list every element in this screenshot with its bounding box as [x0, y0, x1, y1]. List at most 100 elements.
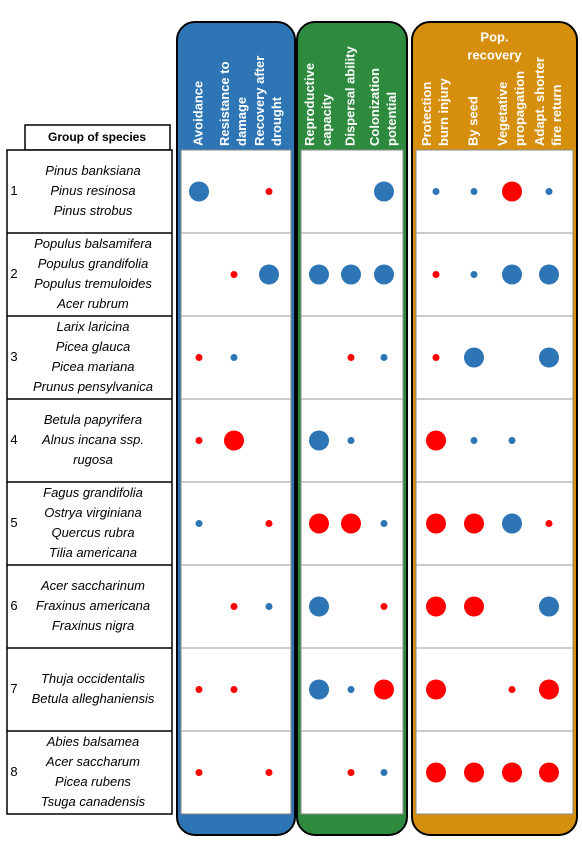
species-name: Pinus resinosa	[50, 183, 135, 198]
dot	[347, 437, 355, 444]
species-name: Picea glauca	[56, 339, 130, 354]
species-name: Ostrya virginiana	[44, 505, 142, 520]
panel-title: recovery	[467, 47, 522, 62]
dot	[470, 437, 478, 444]
species-name: Pinus banksiana	[45, 163, 140, 178]
column-label: Vegetative	[495, 82, 510, 146]
species-name: Populus balsamifera	[34, 236, 152, 251]
dot	[539, 596, 559, 617]
dot	[195, 437, 203, 444]
column-label: Avoidance	[190, 81, 205, 146]
species-name: Betula alleghaniensis	[32, 691, 155, 706]
column-label: potential	[384, 92, 399, 146]
dot	[341, 513, 361, 534]
species-name: Betula papyrifera	[44, 412, 142, 427]
dot	[230, 354, 238, 361]
table-header: Group of species	[48, 130, 146, 144]
species-name: Tilia americana	[49, 545, 137, 560]
species-name: Alnus incana ssp.	[41, 432, 144, 447]
species-name: Tsuga canadensis	[41, 794, 146, 809]
dot	[464, 347, 484, 368]
species-name: rugosa	[73, 452, 113, 467]
group-number: 2	[10, 266, 17, 281]
dot	[230, 271, 238, 278]
group-number: 6	[10, 598, 17, 613]
column-label: Recovery after	[252, 56, 267, 146]
dot	[265, 188, 273, 195]
species-name: Abies balsamea	[46, 734, 140, 749]
column-label: propagation	[512, 71, 527, 146]
species-name: Thuja occidentalis	[41, 671, 146, 686]
dot	[426, 679, 446, 700]
dot	[309, 596, 329, 617]
column-label: Protection	[419, 82, 434, 146]
dot	[502, 762, 522, 783]
column-label: Adapt. shorter	[532, 57, 547, 146]
header-box	[24, 124, 171, 151]
group-number: 7	[10, 681, 17, 696]
group-number: 4	[10, 432, 17, 447]
species-name: Acer saccharum	[45, 754, 140, 769]
dot	[426, 762, 446, 783]
dot	[539, 347, 559, 368]
dot	[432, 188, 440, 195]
species-name: Larix laricina	[57, 319, 130, 334]
column-label: drought	[269, 96, 284, 146]
dot	[230, 686, 238, 693]
dot	[502, 181, 522, 202]
dot	[464, 513, 484, 534]
dot	[502, 513, 522, 534]
dot	[380, 603, 388, 610]
dot	[309, 679, 329, 700]
panel-title: Pop.	[480, 29, 508, 44]
column-label: capacity	[319, 93, 334, 146]
dot	[470, 271, 478, 278]
species-name: Populus tremuloides	[34, 276, 152, 291]
dot	[230, 603, 238, 610]
species-name: Pinus strobus	[54, 203, 133, 218]
species-name: Acer saccharinum	[40, 578, 145, 593]
dot	[347, 354, 355, 361]
species-name: Prunus pensylvanica	[33, 379, 153, 394]
dot	[380, 354, 388, 361]
dot	[195, 354, 203, 361]
species-name: Quercus rubra	[51, 525, 134, 540]
dot	[502, 264, 522, 285]
dot	[341, 264, 361, 285]
dot	[265, 769, 273, 776]
dot	[309, 513, 329, 534]
species-name: Fagus grandifolia	[43, 485, 143, 500]
dot	[374, 264, 394, 285]
species-name: Picea mariana	[51, 359, 134, 374]
dot	[265, 603, 273, 610]
dot	[309, 264, 329, 285]
dot	[426, 596, 446, 617]
dot	[432, 354, 440, 361]
dot	[545, 188, 553, 195]
dot	[464, 596, 484, 617]
dot	[195, 520, 203, 527]
dot	[195, 769, 203, 776]
species-name: Populus grandifolia	[38, 256, 149, 271]
column-label: burn injury	[436, 77, 451, 146]
dot	[508, 437, 516, 444]
dot	[265, 520, 273, 527]
dot	[470, 188, 478, 195]
dot	[426, 430, 446, 451]
column-label: Resistance to	[217, 61, 232, 146]
column-label: Colonization	[367, 68, 382, 146]
dot	[380, 520, 388, 527]
species-name: Acer rubrum	[56, 296, 129, 311]
dot	[539, 762, 559, 783]
group-number: 8	[10, 764, 17, 779]
dot	[432, 271, 440, 278]
dot	[189, 181, 209, 202]
dot	[224, 430, 244, 451]
dot	[380, 769, 388, 776]
dot	[426, 513, 446, 534]
species-name: Fraxinus nigra	[52, 618, 134, 633]
dot	[374, 181, 394, 202]
dot	[539, 264, 559, 285]
group-number: 3	[10, 349, 17, 364]
